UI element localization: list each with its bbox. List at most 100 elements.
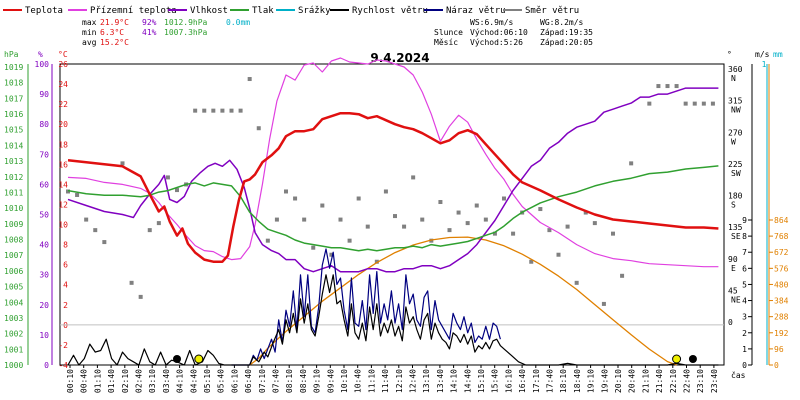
pressure-tick: 1007 (4, 251, 23, 260)
direction-tick: 0 (728, 318, 733, 327)
x-tick: 14:10 (450, 369, 459, 393)
wind-direction-point (229, 108, 234, 113)
wind-direction-point (356, 196, 361, 201)
ticks-layer: 1019101810171016101510141013101210111010… (4, 60, 789, 393)
humidity-tick: 80 (39, 120, 49, 129)
wind-direction-point (629, 161, 634, 166)
wind-direction-point (456, 210, 461, 215)
x-tick: 19:10 (587, 369, 596, 393)
humidity-tick: 60 (39, 180, 49, 189)
pressure-tick: 1011 (4, 188, 23, 197)
solar-tick: 768 (774, 232, 789, 241)
x-tick: 15:40 (491, 369, 500, 393)
x-tick: 02:40 (135, 369, 144, 393)
wind-direction-point (247, 77, 252, 82)
wind-direction-point (238, 108, 243, 113)
pressure-tick: 1004 (4, 298, 23, 307)
wind-direction-point (411, 175, 416, 180)
x-tick: 14:40 (463, 369, 472, 393)
temperature-tick: 14 (58, 180, 68, 189)
pressure-tick: 1000 (4, 361, 23, 370)
wind-direction-point (656, 84, 661, 89)
speed-tick: 6 (742, 264, 747, 273)
svg-text:Srážky: Srážky (298, 6, 331, 16)
legend-item-pressure: Tlak (230, 6, 274, 16)
stats-ws: WS:6.9m/s (470, 18, 514, 27)
pressure-unit-label: hPa (4, 50, 19, 59)
speed-tick: 3 (742, 313, 747, 322)
x-tick: 16:10 (504, 369, 513, 393)
solar-tick: 192 (774, 329, 789, 338)
wind-direction-point (374, 259, 379, 264)
x-tick: 12:10 (395, 369, 404, 393)
wind-direction-point (492, 231, 497, 236)
legend: Teplota Přízemní teplota Vlhkost Tlak Sr… (3, 6, 579, 16)
humidity-tick: 70 (39, 150, 49, 159)
x-tick: 06:10 (230, 369, 239, 393)
pressure-tick: 1016 (4, 110, 23, 119)
wind-direction-point (592, 221, 597, 226)
direction-unit-label: ° (727, 50, 732, 59)
stats-min-label: min (82, 28, 97, 37)
temperature-unit-label: °C (58, 50, 68, 59)
temperature-tick: 18 (58, 140, 68, 149)
direction-tick: 315 (728, 97, 743, 106)
x-tick: 04:40 (189, 369, 198, 393)
x-tick: 19:40 (600, 369, 609, 393)
stats-moon-rise: Východ:5:26 (470, 38, 523, 47)
speed-tick: 9 (742, 216, 747, 225)
svg-text:Náraz větru: Náraz větru (446, 6, 506, 16)
pressure-tick: 1001 (4, 345, 23, 354)
wind-direction-point (66, 189, 70, 194)
direction-tick: 270 (728, 128, 743, 137)
direction-tick-label: SW (731, 169, 741, 178)
pressure-tick: 1015 (4, 126, 23, 135)
svg-text:Směr větru: Směr větru (525, 6, 579, 16)
wind-direction-point (202, 108, 207, 113)
x-tick: 23:10 (696, 369, 705, 393)
humidity-tick: 10 (39, 331, 49, 340)
x-tick: 20:10 (614, 369, 623, 393)
x-tick: 10:40 (354, 369, 363, 393)
svg-text:Rychlost větru: Rychlost větru (352, 6, 428, 16)
speed-tick: 7 (742, 248, 747, 257)
wind-direction-point (565, 224, 570, 229)
wind-direction-point (447, 228, 452, 233)
wind-direction-point (383, 189, 388, 194)
solar-tick: 672 (774, 248, 789, 257)
x-tick: 03:10 (148, 369, 157, 393)
humidity-unit-label: % (38, 50, 43, 59)
pressure-tick: 1018 (4, 79, 23, 88)
wind-direction-point (293, 196, 298, 201)
direction-tick-label: NE (731, 295, 741, 304)
sun-marker (194, 354, 204, 364)
svg-text:Tlak: Tlak (252, 6, 274, 16)
x-tick: 02:10 (121, 369, 130, 393)
direction-tick: 360 (728, 65, 743, 74)
pressure-tick: 1008 (4, 236, 23, 245)
wind-direction-point (156, 221, 161, 226)
temperature-tick: 20 (58, 120, 68, 129)
direction-tick-label: SE (731, 232, 741, 241)
direction-tick: 225 (728, 160, 743, 169)
x-tick: 13:10 (422, 369, 431, 393)
x-tick: 11:40 (381, 369, 390, 393)
speed-tick: 0 (742, 361, 747, 370)
wind-direction-point (93, 228, 98, 233)
humidity-tick: 90 (39, 90, 49, 99)
wind-direction-point (674, 84, 679, 89)
wind-direction-series (66, 77, 715, 306)
time-unit-label: čas (731, 370, 746, 380)
wind-direction-point (511, 231, 516, 236)
wind-direction-point (102, 240, 107, 245)
wind-direction-point (147, 228, 152, 233)
pressure-tick: 1006 (4, 267, 23, 276)
direction-tick-label: N (731, 74, 736, 83)
direction-tick: 135 (728, 223, 743, 232)
pressure-tick: 1013 (4, 157, 23, 166)
x-tick: 07:10 (258, 369, 267, 393)
stats-avg-temp: 15.2°C (100, 38, 129, 47)
wind-direction-point (420, 217, 425, 222)
stats-min-humidity: 41% (142, 28, 157, 37)
wind-direction-point (365, 224, 370, 229)
